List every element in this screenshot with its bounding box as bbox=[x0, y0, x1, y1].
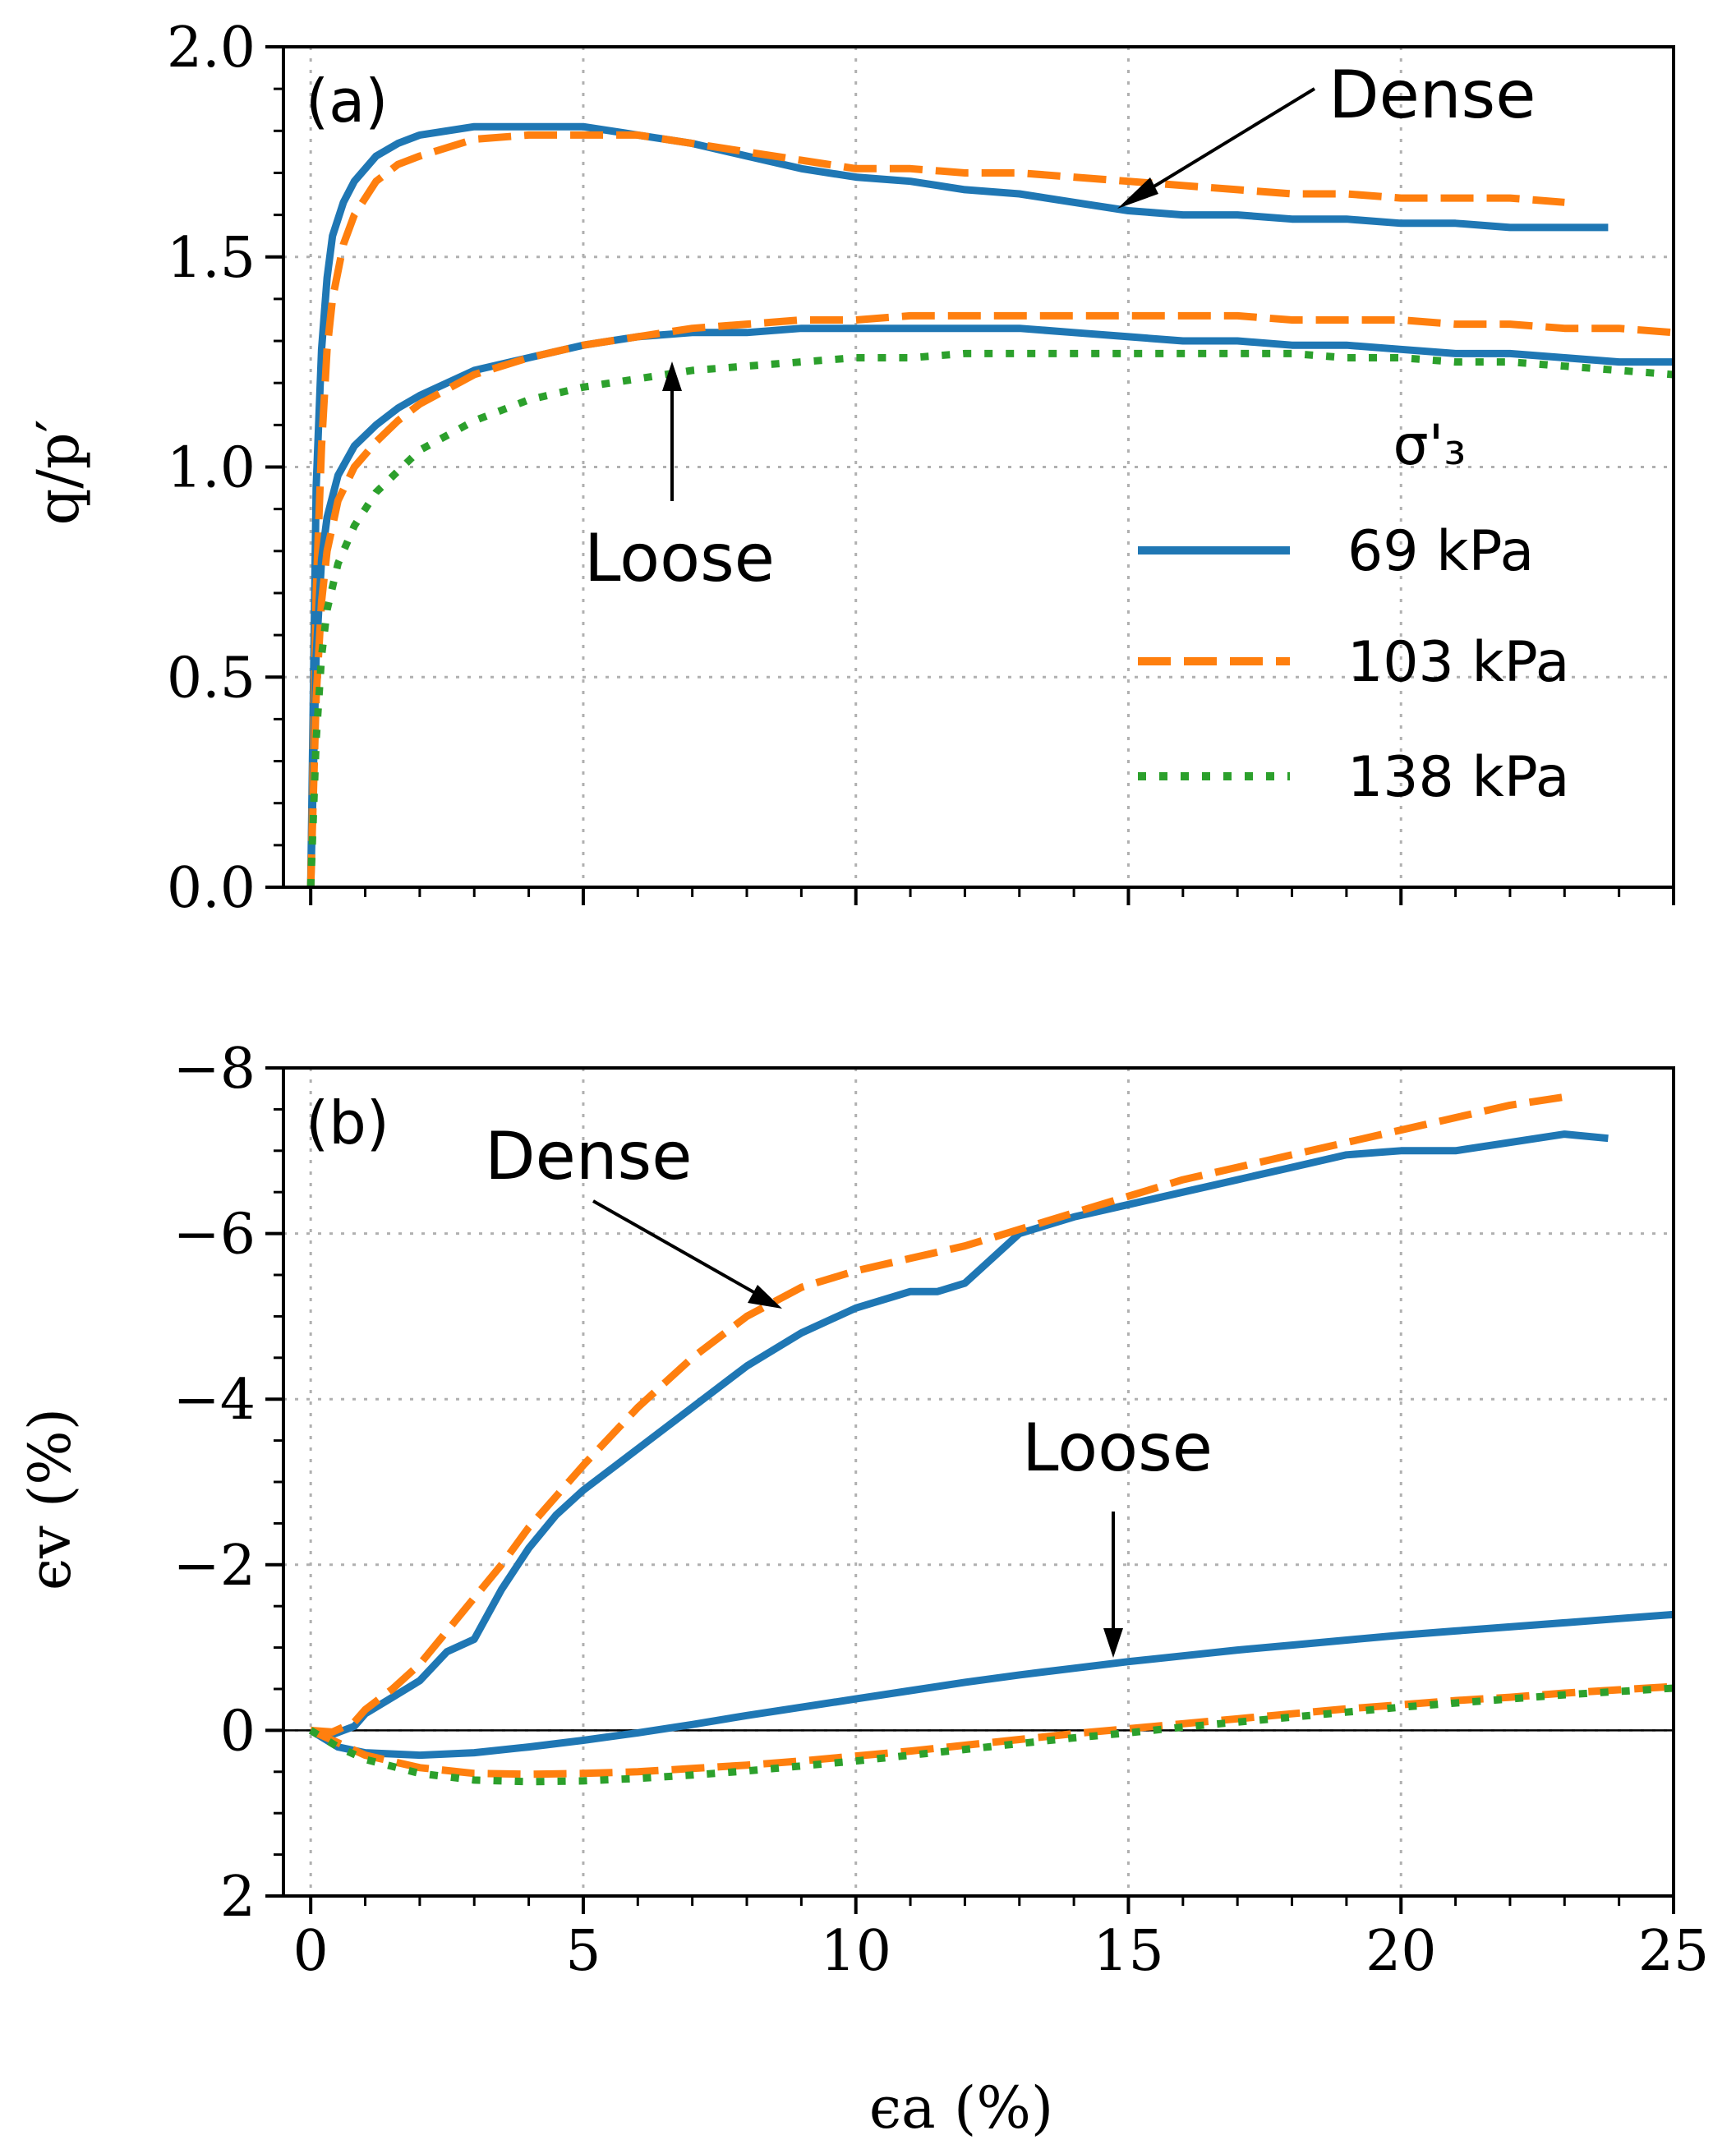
y-tick-label-b-0: 0 bbox=[220, 1699, 256, 1764]
loose-annotation-a: Loose bbox=[584, 520, 775, 596]
x-tick-label-0: 0 bbox=[293, 1919, 329, 1984]
series-a-loose-69-kpa bbox=[306, 324, 1674, 887]
panel-a-series bbox=[306, 122, 1674, 887]
series-a-dense-69-kpa bbox=[306, 122, 1609, 887]
y-tick-label-b--6: −6 bbox=[173, 1203, 256, 1268]
dense-arrowhead-b bbox=[748, 1285, 782, 1309]
panel-b-series bbox=[308, 1093, 1674, 1786]
panel-a-y-axis-label: q/p′ bbox=[25, 419, 92, 525]
x-tick-label-5: 5 bbox=[565, 1919, 601, 1984]
x-tick-label-20: 20 bbox=[1365, 1919, 1437, 1984]
legend-title: σ'₃ bbox=[1393, 413, 1466, 478]
series-b-loose-138-kpa bbox=[308, 1684, 1674, 1786]
legend: σ'₃ 69 kPa 103 kPa 138 kPa bbox=[1138, 413, 1569, 810]
series-b-dense-69-kpa bbox=[310, 1130, 1609, 1738]
y-tick-label-a-1: 1.0 bbox=[167, 436, 256, 501]
loose-annotation-b: Loose bbox=[1022, 1410, 1213, 1486]
loose-arrowhead-b bbox=[1103, 1628, 1123, 1658]
series-a-loose-138-kpa bbox=[306, 349, 1674, 887]
dense-arrowhead-a bbox=[1117, 177, 1158, 209]
panel-a-grid bbox=[283, 47, 1674, 887]
dense-arrow-a bbox=[1128, 87, 1316, 203]
loose-arrowhead-a bbox=[662, 361, 682, 391]
legend-label-103: 103 kPa bbox=[1347, 630, 1569, 695]
y-tick-label-b--2: −2 bbox=[173, 1534, 256, 1599]
x-tick-label-10: 10 bbox=[820, 1919, 891, 1984]
y-tick-label-a-0: 0.0 bbox=[167, 856, 256, 921]
y-tick-label-b-2: 2 bbox=[220, 1865, 256, 1930]
y-tick-label-a-0.5: 0.5 bbox=[167, 646, 256, 711]
panel-a-label: (a) bbox=[306, 67, 388, 136]
y-tick-label-b--4: −4 bbox=[173, 1368, 256, 1433]
y-tick-label-a-2: 2.0 bbox=[167, 16, 256, 81]
x-axis-label: ϵa (%) bbox=[869, 2074, 1053, 2142]
legend-label-138: 138 kPa bbox=[1347, 745, 1569, 810]
panel-a: 0.0 0.5 1.0 1.5 2.0 (a) q/p′ Dense Loose σ'₃… bbox=[25, 16, 1675, 921]
legend-label-69: 69 kPa bbox=[1347, 519, 1534, 584]
series-b-loose-69-kpa bbox=[308, 1610, 1674, 1760]
dense-annotation-b: Dense bbox=[485, 1118, 692, 1194]
series-a-loose-103-kpa bbox=[306, 311, 1674, 887]
dense-arrow-b bbox=[592, 1199, 769, 1302]
y-tick-label-b--8: −8 bbox=[173, 1037, 256, 1102]
dense-annotation-a: Dense bbox=[1328, 57, 1536, 133]
series-b-dense-103-kpa bbox=[310, 1093, 1565, 1736]
x-tick-label-25: 25 bbox=[1638, 1919, 1710, 1984]
x-tick-label-15: 15 bbox=[1093, 1919, 1164, 1984]
panel-b-label: (b) bbox=[306, 1088, 389, 1157]
panel-a-ticks: 0.0 0.5 1.0 1.5 2.0 bbox=[167, 16, 1675, 921]
panel-b-y-axis-label: ϵv (%) bbox=[16, 1408, 84, 1590]
y-tick-label-a-1.5: 1.5 bbox=[167, 226, 256, 291]
series-a-dense-103-kpa bbox=[306, 131, 1565, 887]
